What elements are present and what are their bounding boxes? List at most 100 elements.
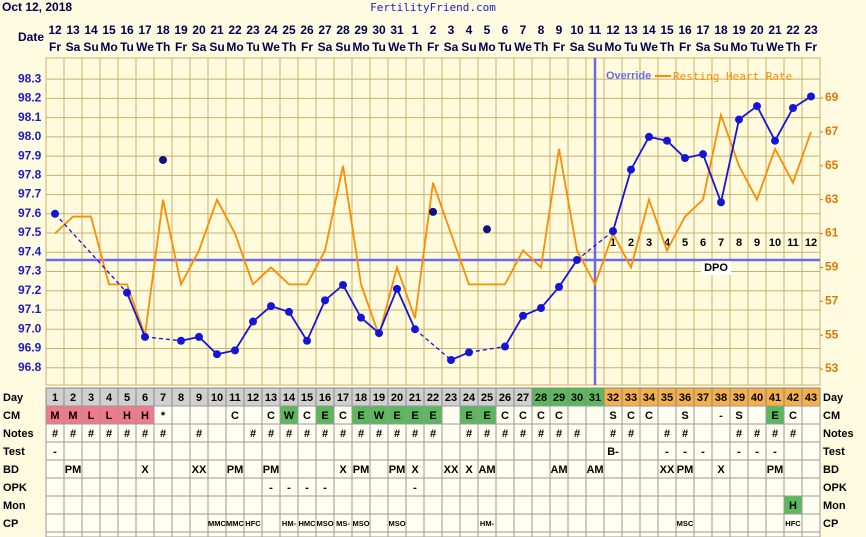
day-number: 6: [142, 392, 148, 404]
table-cell: [441, 423, 461, 443]
cell-text: #: [520, 428, 526, 440]
y-tick-label: 98.0: [18, 129, 42, 143]
table-cell: [153, 477, 173, 497]
weekday: Th: [786, 40, 801, 54]
table-cell: [513, 441, 533, 461]
cell-text: -: [413, 482, 417, 494]
dpo-number: 8: [736, 237, 742, 249]
table-cell: [81, 441, 101, 461]
day-number: 17: [337, 392, 349, 404]
date-number: 3: [448, 23, 455, 37]
table-cell: [279, 495, 299, 515]
table-cell: [99, 441, 119, 461]
cell-text: -: [719, 410, 723, 422]
day-number: 30: [571, 392, 583, 404]
y2-tick-label: 53: [825, 361, 839, 375]
table-cell: [801, 423, 821, 443]
y-tick-label: 97.7: [18, 187, 42, 201]
cell-text: C: [267, 410, 275, 422]
cell-text: #: [484, 428, 490, 440]
y-tick-label: 98.3: [18, 71, 42, 85]
day-number: 38: [715, 392, 727, 404]
date-number: 9: [556, 23, 563, 37]
table-cell: [765, 477, 785, 497]
table-cell: [81, 477, 101, 497]
day-number: 24: [463, 392, 476, 404]
table-cell: [117, 459, 137, 479]
day-number: 3: [88, 392, 94, 404]
table-cell: [423, 495, 443, 515]
day-number: 37: [697, 392, 709, 404]
table-cell: [459, 531, 479, 537]
cell-text: B-: [607, 446, 619, 458]
dpo-label-box: [701, 261, 731, 275]
table-cell: [297, 459, 317, 479]
table-cell: [153, 495, 173, 515]
temp-point: [123, 288, 131, 297]
table-cell: [63, 477, 83, 497]
cell-text: H: [789, 500, 797, 512]
table-cell: [621, 531, 641, 537]
table-cell: [441, 531, 461, 537]
day-number: 34: [643, 392, 656, 404]
y2-tick-label: 65: [825, 158, 839, 172]
table-cell: [639, 477, 659, 497]
table-cell: [585, 531, 605, 537]
date-number: 31: [390, 23, 404, 37]
table-cell: [477, 495, 497, 515]
date-number: 7: [520, 23, 527, 37]
dpo-number: 9: [754, 237, 760, 249]
row-label-right: Day: [823, 392, 844, 404]
table-cell: [765, 495, 785, 515]
day-number: 8: [178, 392, 184, 404]
table-cell: [477, 441, 497, 461]
table-cell: [189, 477, 209, 497]
weekday: We: [640, 40, 658, 54]
table-cell: [189, 513, 209, 533]
table-cell: [207, 495, 227, 515]
cell-text: -: [683, 446, 687, 458]
table-cell: [171, 495, 191, 515]
temp-point: [195, 332, 203, 341]
dpo-box: [769, 236, 781, 250]
table-cell: [531, 495, 551, 515]
table-cell: [369, 513, 389, 533]
cell-text: C: [537, 410, 545, 422]
dpo-box: [643, 236, 655, 250]
y-tick-label: 97.9: [18, 148, 42, 162]
gap-bridge: [54, 213, 128, 294]
weekday: Tu: [624, 40, 638, 54]
cell-text: S: [609, 410, 616, 422]
day-number: 2: [70, 392, 76, 404]
date-number: 19: [732, 23, 746, 37]
series-line: [126, 95, 812, 361]
temp-point: [285, 307, 293, 316]
cell-text: E: [429, 410, 436, 422]
dpo-box: [715, 236, 727, 250]
y2-tick-label: 55: [825, 327, 839, 341]
temp-point: [609, 227, 617, 236]
table-cell: [315, 459, 335, 479]
temp-point: [645, 132, 653, 141]
table-cell: [333, 477, 353, 497]
temp-point: [789, 104, 797, 113]
date-number: 12: [606, 23, 620, 37]
y-tick-label: 98.1: [18, 110, 42, 124]
table-cell: [153, 513, 173, 533]
cell-text: PM: [677, 464, 694, 476]
weekday: We: [514, 40, 532, 54]
cell-text: #: [304, 428, 310, 440]
gap-bridge: [576, 230, 614, 261]
table-cell: [171, 459, 191, 479]
table-cell: [117, 477, 137, 497]
table-cell: [135, 513, 155, 533]
table-cell: [621, 459, 641, 479]
table-cell: [369, 459, 389, 479]
table-cell: [297, 495, 317, 515]
cell-text: X: [141, 464, 149, 476]
y-tick-label: 97.4: [18, 244, 42, 258]
cell-text: #: [376, 428, 382, 440]
table-cell: [711, 477, 731, 497]
cell-text: #: [466, 428, 472, 440]
table-cell: [45, 513, 65, 533]
